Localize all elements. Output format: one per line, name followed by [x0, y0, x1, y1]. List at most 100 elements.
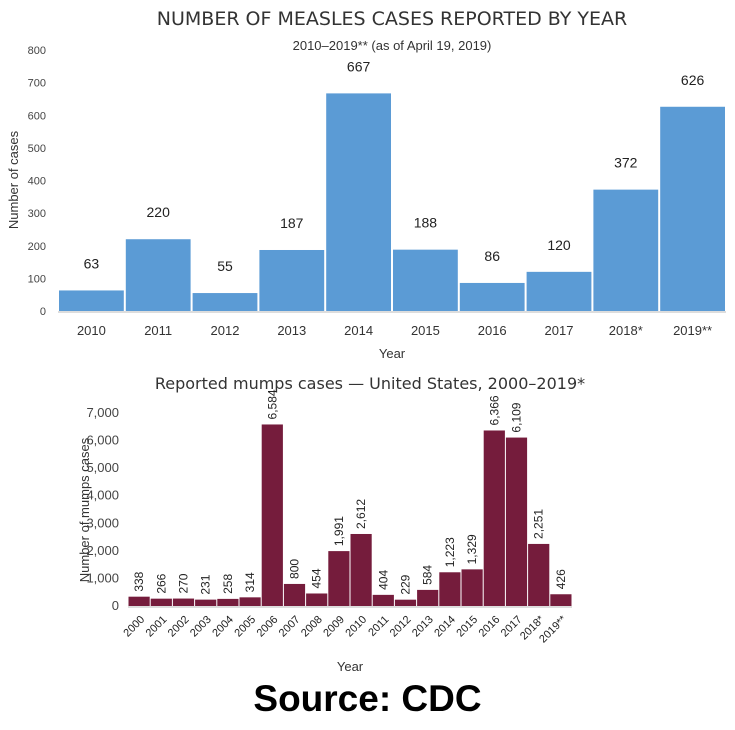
bar-2005 [239, 597, 261, 606]
x-axis-title: Year [337, 659, 364, 674]
bar-2011 [372, 594, 394, 606]
x-tick-label: 2012 [211, 323, 240, 338]
x-tick-label: 2007 [277, 614, 303, 640]
data-label: 55 [217, 258, 233, 274]
data-label: 584 [421, 565, 435, 585]
data-label: 667 [347, 58, 371, 74]
bar-2015 [393, 249, 458, 311]
x-tick-label: 2003 [188, 614, 214, 640]
source-caption: Source: CDC [253, 678, 482, 719]
data-label: 2,251 [532, 509, 546, 539]
y-tick-label: 700 [28, 78, 46, 90]
x-tick-label: 2014 [344, 323, 373, 338]
data-label: 231 [199, 574, 213, 594]
y-tick-label: 5,000 [86, 460, 119, 475]
bar-2012 [394, 599, 417, 606]
chart-title: NUMBER OF MEASLES CASES REPORTED BY YEAR [157, 8, 627, 30]
data-label: 86 [484, 248, 500, 264]
data-label: 372 [614, 155, 638, 171]
y-tick-label: 6,000 [86, 433, 119, 448]
bar-2010 [350, 533, 372, 606]
bar-2010 [59, 290, 124, 311]
x-tick-label: 2017 [545, 323, 574, 338]
bar-2018* [528, 543, 550, 606]
x-tick-label: 2013 [410, 614, 436, 640]
y-tick-label: 400 [28, 176, 46, 188]
bar-2016 [483, 430, 505, 606]
data-label: 1,223 [443, 537, 457, 567]
bar-2018* [593, 189, 659, 311]
bar-2001 [150, 598, 172, 606]
data-label: 404 [376, 570, 390, 590]
bar-2015 [461, 569, 483, 606]
y-tick-label: 100 [28, 273, 46, 285]
x-tick-label: 2010 [343, 614, 369, 640]
bar-2007 [283, 583, 306, 606]
bar-2014 [439, 572, 461, 606]
x-tick-label: 2001 [144, 614, 170, 640]
x-tick-label: 2016 [478, 323, 507, 338]
x-tick-label: 2013 [277, 323, 306, 338]
bar-2014 [326, 93, 391, 311]
chart-canvas: NUMBER OF MEASLES CASES REPORTED BY YEAR… [6, 8, 726, 674]
data-label: 800 [288, 559, 302, 579]
x-tick-label: 2019** [673, 323, 712, 338]
bar-2013 [417, 589, 439, 606]
x-tick-label: 2002 [166, 614, 192, 640]
data-label: 270 [177, 573, 191, 593]
y-tick-label: 300 [28, 208, 46, 220]
bar-2008 [306, 593, 328, 606]
y-tick-label: 0 [112, 598, 119, 613]
x-tick-label: 2008 [299, 614, 325, 640]
bar-2000 [128, 596, 150, 606]
bar-2013 [259, 249, 325, 311]
data-label: 258 [221, 574, 235, 594]
data-label: 314 [243, 572, 257, 592]
data-label: 220 [147, 204, 171, 220]
y-axis-title: Number of mumps cases [77, 437, 92, 582]
x-tick-label: 2016 [477, 614, 503, 640]
x-tick-label: 2004 [210, 614, 236, 640]
data-label: 63 [84, 255, 100, 271]
y-tick-label: 800 [28, 45, 46, 57]
bar-2009 [328, 551, 350, 606]
chart-title: Reported mumps cases — United States, 20… [155, 374, 585, 393]
bar-2011 [125, 239, 191, 311]
bar-2004 [217, 598, 239, 606]
data-label: 6,366 [487, 395, 501, 425]
y-tick-label: 2,000 [86, 543, 119, 558]
data-label: 338 [132, 571, 146, 591]
x-tick-label: 2018* [609, 323, 643, 338]
y-tick-label: 1,000 [86, 570, 119, 585]
bar-2016 [459, 282, 525, 311]
data-label: 6,584 [265, 389, 279, 419]
bar-2012 [192, 293, 258, 311]
data-label: 187 [280, 215, 304, 231]
x-tick-label: 2011 [144, 323, 172, 338]
y-tick-label: 200 [28, 241, 46, 253]
y-tick-label: 500 [28, 143, 46, 155]
data-label: 1,991 [332, 516, 346, 546]
y-tick-label: 3,000 [86, 515, 119, 530]
bar-2019** [660, 106, 725, 311]
data-label: 626 [681, 72, 705, 88]
bar-2019** [550, 594, 572, 606]
x-tick-label: 2015 [454, 614, 480, 640]
x-tick-label: 2009 [321, 614, 347, 640]
x-tick-label: 2010 [77, 323, 106, 338]
bar-2017 [505, 437, 528, 606]
data-label: 229 [399, 574, 413, 594]
x-tick-label: 2012 [388, 614, 414, 640]
data-label: 6,109 [510, 402, 524, 432]
data-label: 2,612 [354, 499, 368, 529]
bar-2002 [172, 598, 195, 606]
x-tick-label: 2015 [411, 323, 440, 338]
x-tick-label: 2006 [255, 614, 281, 640]
chart-subtitle: 2010–2019** (as of April 19, 2019) [293, 38, 492, 53]
data-label: 1,329 [465, 534, 479, 564]
y-tick-label: 4,000 [86, 488, 119, 503]
x-tick-label: 2000 [121, 614, 147, 640]
y-axis-title: Number of cases [6, 130, 21, 229]
y-tick-label: 7,000 [86, 405, 119, 420]
data-label: 426 [554, 569, 568, 589]
